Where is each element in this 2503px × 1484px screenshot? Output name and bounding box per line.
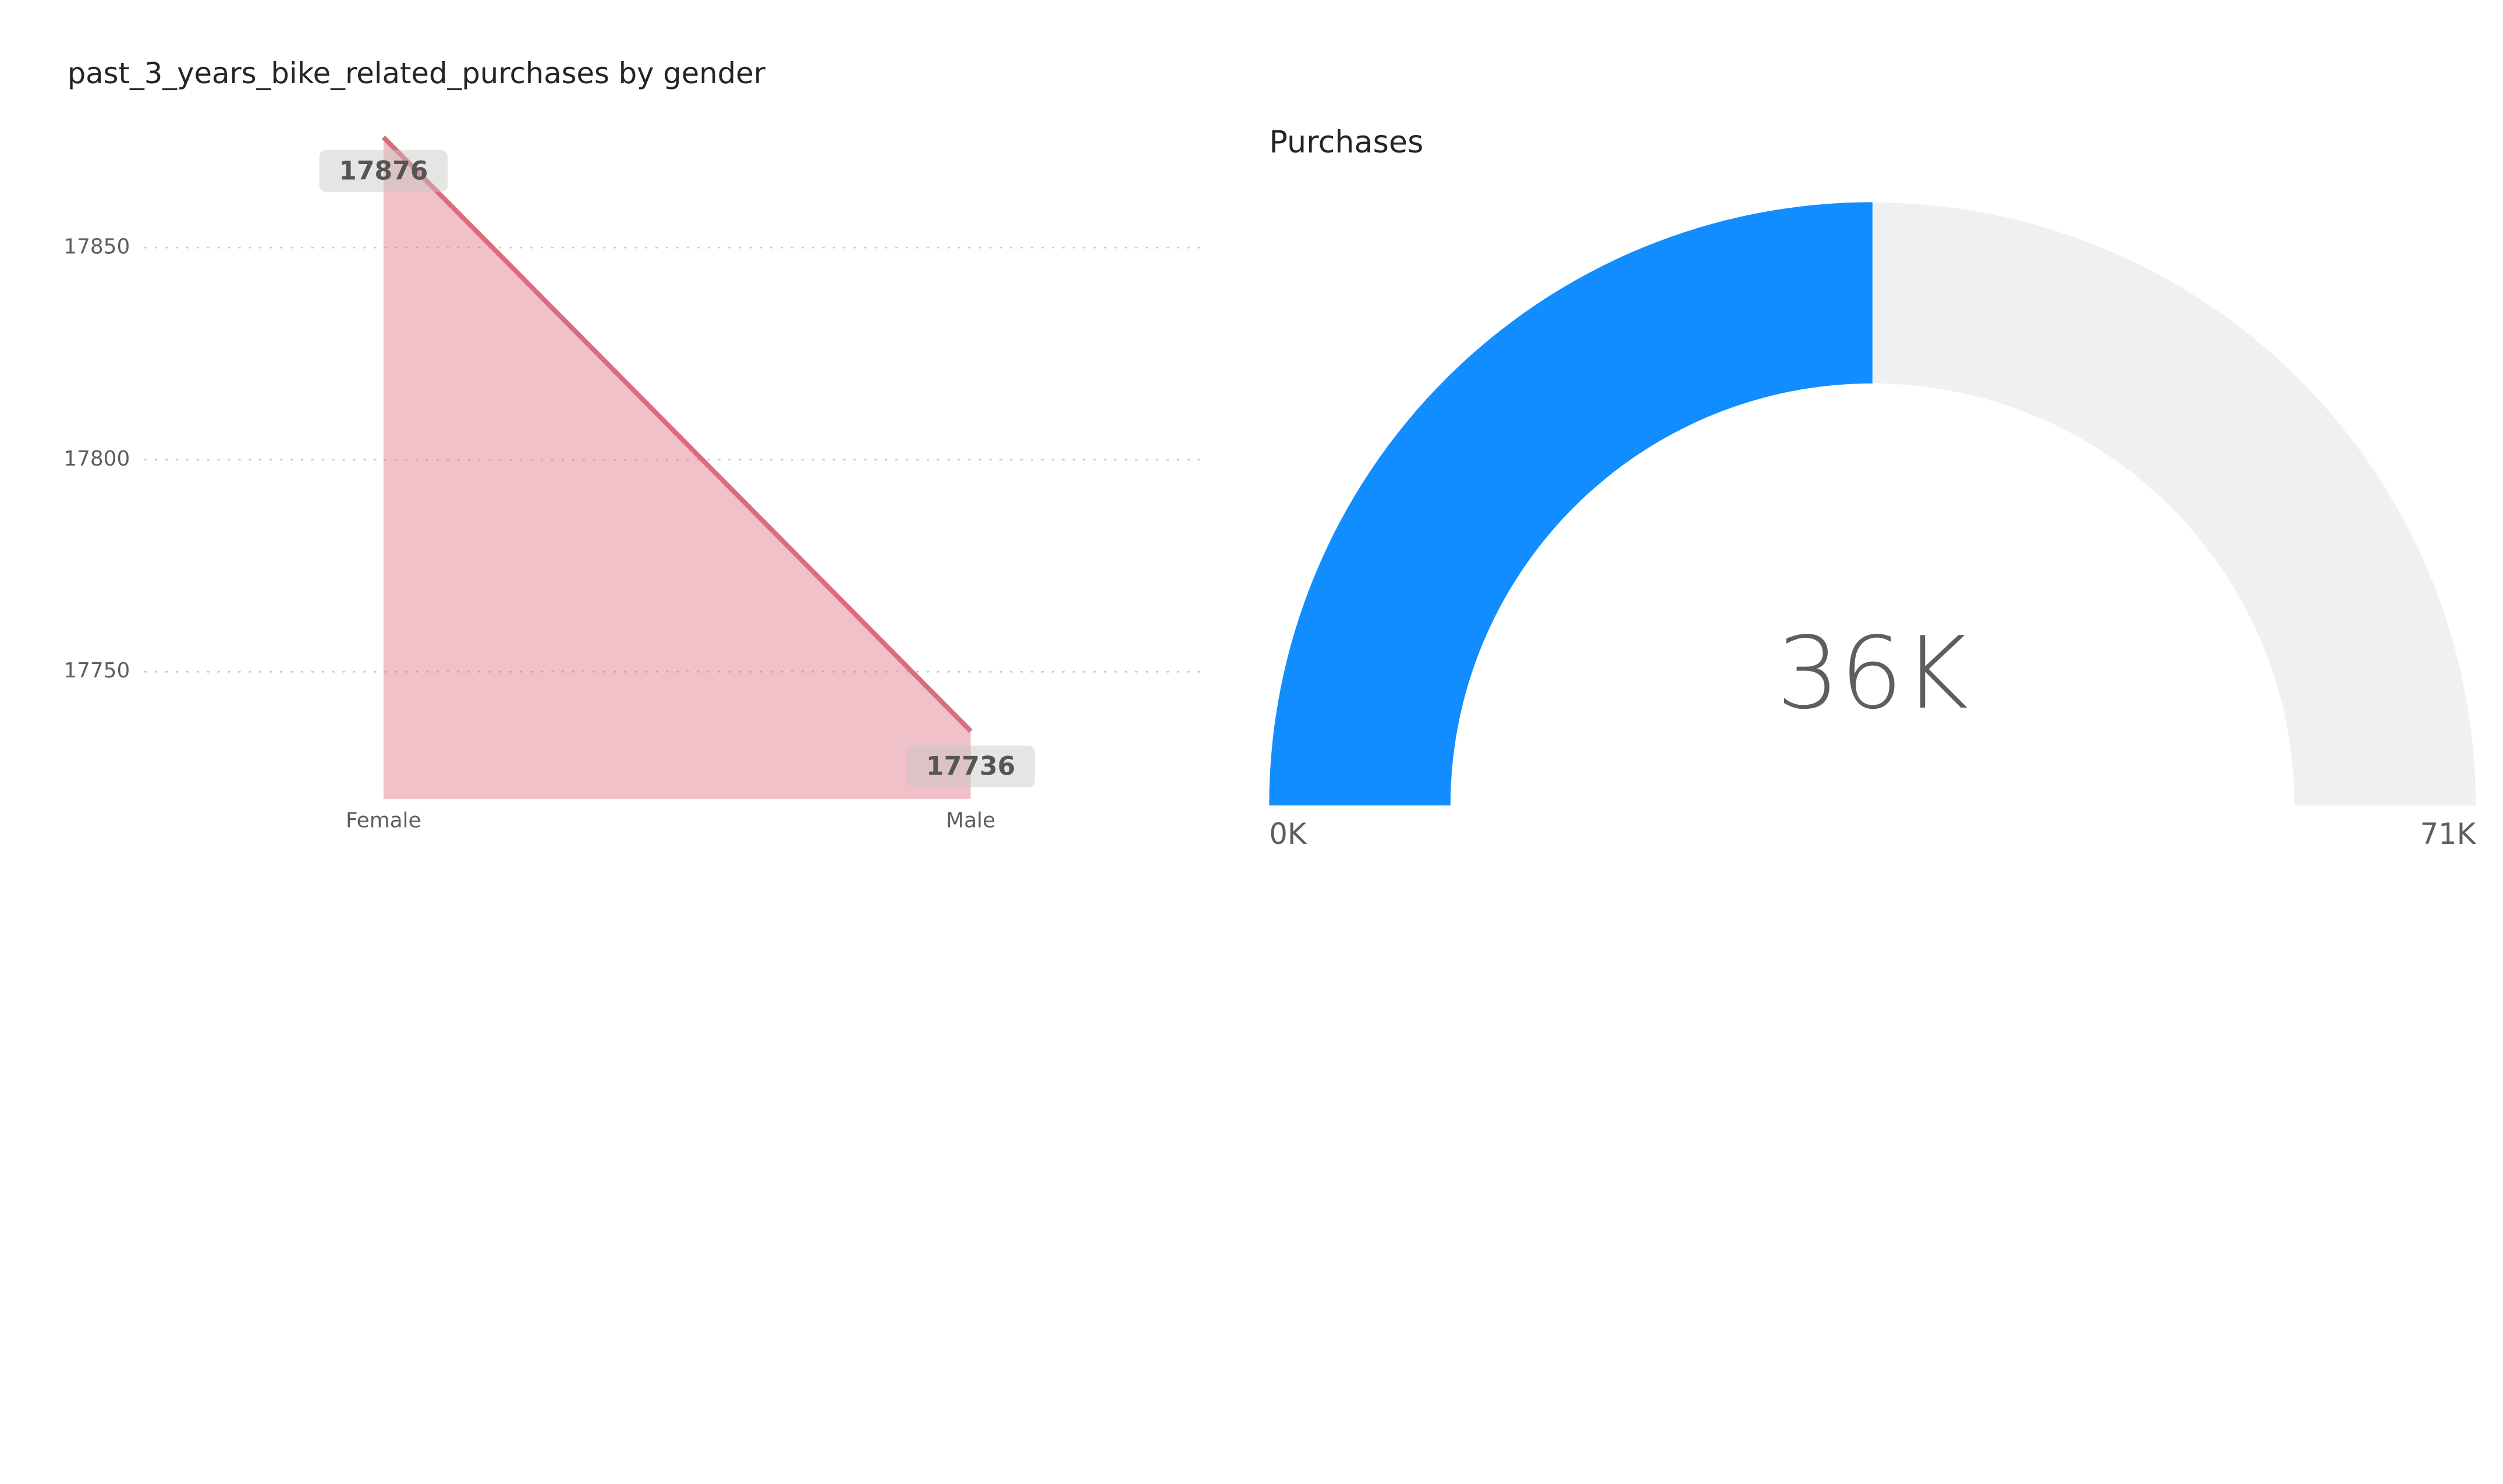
x-tick-label: Male [946,808,995,832]
gauge-title: Purchases [1269,125,1423,160]
y-tick-label: 17750 [63,659,130,683]
data-label-bg [319,150,448,192]
gauge-value: 36K [1777,616,1968,732]
gauge-max: 71K [2420,817,2476,851]
y-tick-label: 17800 [63,447,130,471]
area [383,137,971,799]
data-label-bg [906,745,1035,787]
gauge-fill [1269,202,1873,805]
x-tick-label: Female [346,808,421,832]
line [381,136,973,733]
y-tick-label: 17850 [63,235,130,258]
data-label: 17876 [339,157,428,186]
data-label: 17736 [926,752,1015,782]
gauge-min: 0K [1269,817,1307,851]
chart-title: past_3_years_bike_related_purchases by g… [68,56,766,90]
